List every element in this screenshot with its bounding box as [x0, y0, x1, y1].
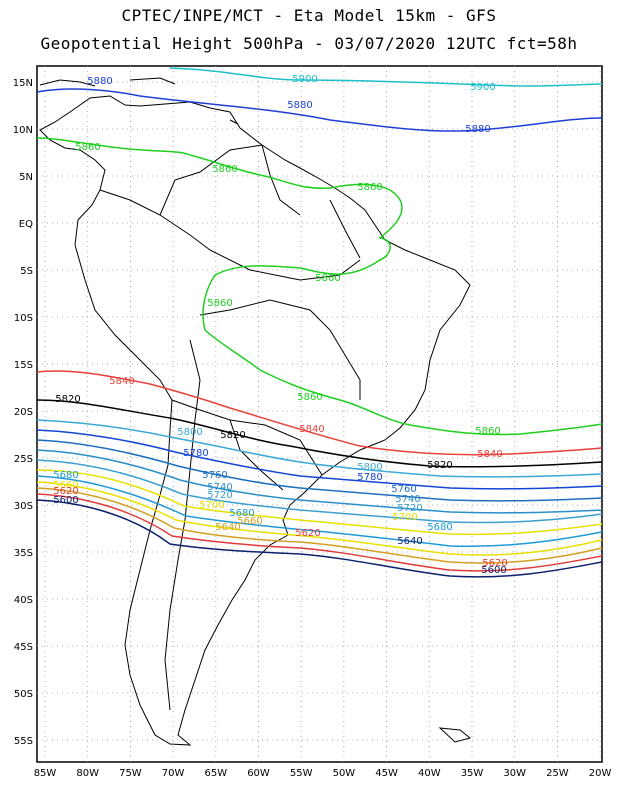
contour-line — [36, 137, 603, 436]
contour-label: 5840 — [477, 449, 502, 460]
contour-label: 5780 — [357, 472, 382, 483]
lat-tick-label: 15S — [14, 360, 33, 371]
lat-tick-label: 35S — [14, 548, 33, 559]
lon-tick-label: 45W — [375, 768, 398, 779]
lon-tick-label: 65W — [204, 768, 227, 779]
lat-tick-label: 25S — [14, 454, 33, 465]
lat-tick-label: 55S — [14, 736, 33, 747]
lat-tick-label: 15N — [13, 78, 33, 89]
map-title: CPTEC/INPE/MCT - Eta Model 15km - GFS — [121, 6, 497, 25]
contour-label: 5640 — [397, 536, 422, 547]
lon-tick-label: 70W — [162, 768, 185, 779]
contour-label: 5760 — [202, 470, 227, 481]
lat-tick-label: EQ — [19, 219, 33, 230]
contour-label: 5760 — [391, 484, 416, 495]
contour-label: 5700 — [199, 500, 224, 511]
lat-tick-label: 5S — [20, 266, 33, 277]
lat-tick-label: 20S — [14, 407, 33, 418]
contour-label: 5680 — [53, 470, 78, 481]
lon-tick-label: 55W — [290, 768, 313, 779]
contour-line — [36, 439, 603, 502]
contour-label: 5860 — [75, 142, 100, 153]
contour-label: 5860 — [315, 273, 340, 284]
map-subtitle: Geopotential Height 500hPa - 03/07/2020 … — [40, 34, 578, 53]
lon-tick-label: 35W — [461, 768, 484, 779]
contour-line — [36, 487, 603, 564]
contour-label: 5900 — [470, 82, 495, 93]
lon-tick-label: 20W — [589, 768, 612, 779]
lon-tick-label: 60W — [247, 768, 270, 779]
contour-label: 5860 — [297, 392, 322, 403]
contour-line — [36, 370, 603, 456]
map-frame — [36, 65, 603, 763]
contour-label: 5620 — [482, 558, 507, 569]
contour-label: 5680 — [427, 522, 452, 533]
contour-label: 5860 — [475, 426, 500, 437]
lon-tick-label: 50W — [333, 768, 356, 779]
contour-line — [36, 475, 603, 548]
lon-tick-label: 85W — [34, 768, 57, 779]
contour-label: 5820 — [55, 394, 80, 405]
contour-line — [36, 419, 603, 478]
contour-line — [36, 493, 603, 572]
lat-tick-label: 10S — [14, 313, 33, 324]
contour-label: 5600 — [481, 565, 506, 576]
contour-line — [36, 429, 603, 490]
lat-lon-grid — [37, 66, 602, 762]
contour-label: 5800 — [177, 427, 202, 438]
lon-tick-label: 30W — [503, 768, 526, 779]
height-contours — [36, 67, 603, 578]
contour-line — [36, 449, 603, 514]
contour-label: 5860 — [357, 182, 382, 193]
contour-label: 5660 — [237, 516, 262, 527]
contour-label: 5880 — [465, 124, 490, 135]
contour-label: 5840 — [109, 376, 134, 387]
contour-line — [36, 499, 603, 578]
contour-line — [36, 399, 603, 468]
contour-label: 5780 — [183, 448, 208, 459]
contour-label: 5720 — [207, 490, 232, 501]
lat-tick-label: 5N — [19, 172, 33, 183]
coastline — [39, 77, 472, 746]
contour-label: 5720 — [397, 503, 422, 514]
lon-tick-label: 25W — [546, 768, 569, 779]
contour-label: 5820 — [427, 460, 452, 471]
contour-label: 5680 — [229, 508, 254, 519]
lon-tick-label: 80W — [76, 768, 99, 779]
contour-line — [169, 67, 603, 87]
contour-line — [36, 459, 603, 524]
contour-label: 5880 — [87, 76, 112, 87]
contour-label: 5800 — [357, 462, 382, 473]
contour-label: 5740 — [395, 494, 420, 505]
contour-line — [36, 88, 603, 132]
contour-label: 5620 — [295, 528, 320, 539]
lat-tick-label: 45S — [14, 642, 33, 653]
contour-label: 5600 — [53, 495, 78, 506]
contour-label: 5840 — [299, 424, 324, 435]
lon-tick-label: 40W — [418, 768, 441, 779]
contour-label: 5640 — [215, 522, 240, 533]
contour-label: 5820 — [220, 430, 245, 441]
contour-label: 5620 — [53, 486, 78, 497]
lon-tick-label: 75W — [119, 768, 142, 779]
contour-line — [36, 481, 603, 556]
contour-label: 5700 — [392, 512, 417, 523]
lat-tick-label: 10N — [13, 125, 33, 136]
contour-label: 5900 — [292, 74, 317, 85]
lat-tick-label: 50S — [14, 689, 33, 700]
contour-label: 5880 — [287, 100, 312, 111]
contour-label: 5740 — [207, 482, 232, 493]
contour-label: 5860 — [207, 298, 232, 309]
contour-label: 5860 — [212, 164, 237, 175]
lat-tick-label: 40S — [14, 595, 33, 606]
contour-label: 5660 — [53, 480, 78, 491]
lat-tick-label: 30S — [14, 501, 33, 512]
contour-line — [36, 469, 603, 536]
